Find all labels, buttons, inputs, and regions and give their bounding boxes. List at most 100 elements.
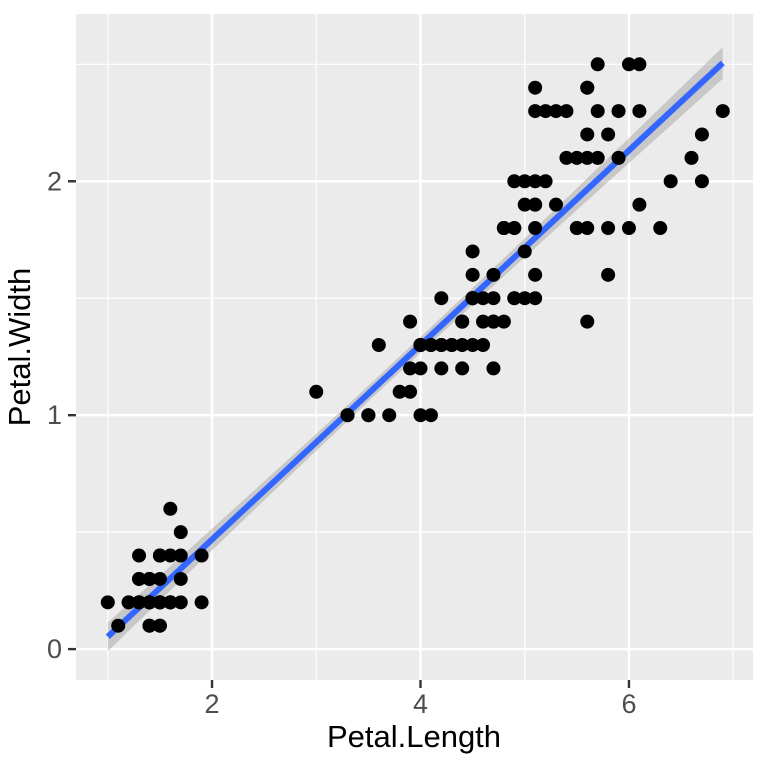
data-point [590,104,605,119]
data-point [590,150,605,165]
data-point [569,221,584,236]
data-point [580,221,595,236]
data-point [507,221,522,236]
data-point [413,408,428,423]
data-point [455,314,470,329]
data-point [361,408,376,423]
data-point [142,595,157,610]
data-point [517,174,532,189]
data-point [392,384,407,399]
data-point [455,338,470,353]
data-point [486,291,501,306]
data-point [496,314,511,329]
data-point [663,174,678,189]
data-point [476,338,491,353]
data-point [486,314,501,329]
data-point [528,267,543,282]
data-point [163,501,178,516]
data-point [444,338,459,353]
data-point [528,197,543,212]
data-point [517,244,532,259]
data-point [601,221,616,236]
data-point [152,571,167,586]
data-point [163,548,178,563]
data-point [621,221,636,236]
data-point [548,197,563,212]
y-tick-label: 1 [47,400,62,430]
data-point [194,548,209,563]
data-point [194,595,209,610]
data-point [465,338,480,353]
data-point [371,338,386,353]
chart-layer: 2 4 6 0 1 2 [47,14,753,719]
data-point [601,127,616,142]
data-point [569,150,584,165]
data-point [653,221,668,236]
data-point [528,221,543,236]
data-point [694,174,709,189]
data-point [465,267,480,282]
data-point [465,244,480,259]
data-point [423,408,438,423]
data-point [423,338,438,353]
x-tick-label: 6 [621,689,636,719]
data-point [476,291,491,306]
data-point [173,571,188,586]
x-axis-title: Petal.Length [327,719,501,754]
data-point [132,571,147,586]
data-point [559,150,574,165]
data-point [580,314,595,329]
data-point [486,267,501,282]
data-point [517,197,532,212]
data-point [403,384,418,399]
data-point [173,525,188,540]
data-point [173,548,188,563]
data-point [403,314,418,329]
data-point [507,291,522,306]
data-point [684,150,699,165]
data-point [715,104,730,119]
data-point [621,57,636,72]
data-point [632,57,647,72]
data-point [611,150,626,165]
data-point [580,80,595,95]
data-point [100,595,115,610]
data-point [434,291,449,306]
data-point [496,221,511,236]
data-point [382,408,397,423]
data-point [538,104,553,119]
data-point [632,197,647,212]
data-point [580,150,595,165]
data-point [132,548,147,563]
data-point [601,267,616,282]
data-point [121,595,136,610]
data-point [403,361,418,376]
x-tick-label: 4 [413,689,428,719]
data-point [580,127,595,142]
data-point [455,361,470,376]
data-point [142,618,157,633]
y-axis-title: Petal.Width [2,268,37,427]
data-point [548,104,563,119]
data-point [590,57,605,72]
data-point [163,595,178,610]
data-point [173,595,188,610]
data-point [142,571,157,586]
data-point [413,338,428,353]
data-point [476,314,491,329]
data-point [528,291,543,306]
data-point [434,361,449,376]
data-point [152,595,167,610]
data-point [528,174,543,189]
data-point [507,174,522,189]
data-point [152,548,167,563]
data-point [559,104,574,119]
data-point [517,291,532,306]
data-point [132,595,147,610]
data-point [152,618,167,633]
data-point [340,408,355,423]
data-point [694,127,709,142]
y-tick-label: 2 [47,166,62,196]
data-point [486,361,501,376]
